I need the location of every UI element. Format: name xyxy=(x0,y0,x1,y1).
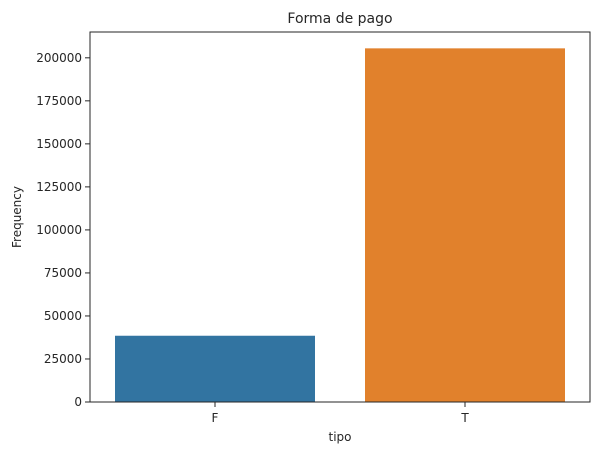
y-tick-label: 125000 xyxy=(36,180,82,194)
y-tick-label: 75000 xyxy=(44,266,82,280)
y-tick-label: 200000 xyxy=(36,51,82,65)
y-tick-label: 150000 xyxy=(36,137,82,151)
bar-f xyxy=(115,335,315,402)
y-axis-title: Frequency xyxy=(10,186,24,248)
bar-t xyxy=(365,48,565,402)
x-tick-label: F xyxy=(212,411,219,425)
y-tick-label: 0 xyxy=(74,395,82,409)
bars-group xyxy=(115,48,565,402)
plot-frame xyxy=(89,31,591,403)
y-tick-label: 50000 xyxy=(44,309,82,323)
y-tick-label: 100000 xyxy=(36,223,82,237)
chart-title: Forma de pago xyxy=(287,11,392,27)
x-tick-label: T xyxy=(460,411,469,425)
y-tick-label: 25000 xyxy=(44,352,82,366)
x-axis-title: tipo xyxy=(329,430,352,444)
y-axis-ticks: 0 25000 50000 75000 100000 125000 150000 175000… xyxy=(36,51,90,409)
y-tick-label: 175000 xyxy=(36,94,82,108)
